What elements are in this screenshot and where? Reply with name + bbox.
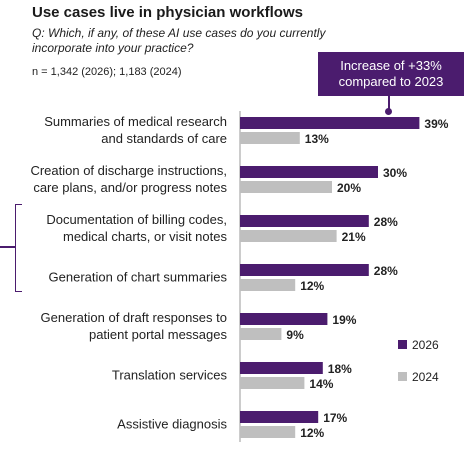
bar-2026 [240,215,369,227]
increase-callout: Increase of +33% compared to 2023 [318,52,464,96]
bar-2026 [240,166,378,178]
chart-title: Use cases live in physician workflows [32,4,303,21]
bar-2026 [240,362,323,374]
bar-2024 [240,328,282,340]
bar-2024 [240,426,296,438]
bar-2026 [240,411,319,423]
data-label-2026: 28% [374,215,398,229]
category-label-line: care plans, and/or progress notes [33,180,227,195]
callout-dot [385,108,392,115]
category-label: Documentation of billing codes, medical c… [46,212,227,244]
data-label-2024: 12% [300,279,324,293]
data-label-2024: 12% [300,426,324,440]
callout-line-1: Increase of +33% [340,58,442,73]
data-label-2024: 13% [305,132,329,146]
data-label-2024: 9% [286,328,304,342]
data-label-2026: 30% [383,166,407,180]
bar-2026 [240,264,369,276]
category-label-line: Generation of draft responses to [41,310,227,325]
data-label-2026: 18% [328,362,352,376]
category-label-line: Creation of discharge instructions, [30,163,227,178]
data-label-2024: 21% [342,230,366,244]
category-label-line: Assistive diagnosis [117,417,227,432]
category-label-line: Summaries of medical research [44,114,227,129]
callout-connector [388,96,390,110]
legend-swatch-2026 [398,340,407,349]
legend-label-2024: 2024 [412,370,439,384]
category-label-line: and standards of care [101,131,227,146]
group-bracket-stub [0,246,15,248]
category-label: Translation services [112,368,228,383]
category-label: Summaries of medical research and standar… [44,114,227,146]
category-label-line: medical charts, or visit notes [63,229,228,244]
legend-swatch-2024 [398,372,407,381]
data-label-2026: 39% [424,117,448,131]
bar-2024 [240,132,300,144]
category-label-line: patient portal messages [89,327,228,342]
callout-line-2: compared to 2023 [338,74,444,89]
data-label-2026: 28% [374,264,398,278]
legend-label-2026: 2026 [412,338,439,352]
data-label-2026: 19% [332,313,356,327]
bar-2026 [240,313,328,325]
bar-2024 [240,377,305,389]
bar-2024 [240,181,332,193]
sample-size-note: n = 1,342 (2026); 1,183 (2024) [32,66,182,78]
category-label-line: Translation services [112,368,228,383]
group-bracket [15,204,22,292]
bar-2024 [240,230,337,242]
category-label: Generation of draft responses to patient … [41,310,228,342]
bar-2026 [240,117,420,129]
data-label-2024: 14% [309,377,333,391]
category-label-line: Documentation of billing codes, [46,212,227,227]
data-label-2026: 17% [323,411,347,425]
category-label: Assistive diagnosis [117,417,227,432]
survey-question: Q: Which, if any, of these AI use cases … [32,26,326,55]
category-label-line: Generation of chart summaries [49,270,228,285]
data-label-2024: 20% [337,181,361,195]
category-label: Generation of chart summaries [49,270,228,285]
bar-2024 [240,279,296,291]
category-label: Creation of discharge instructions, care … [30,163,227,195]
